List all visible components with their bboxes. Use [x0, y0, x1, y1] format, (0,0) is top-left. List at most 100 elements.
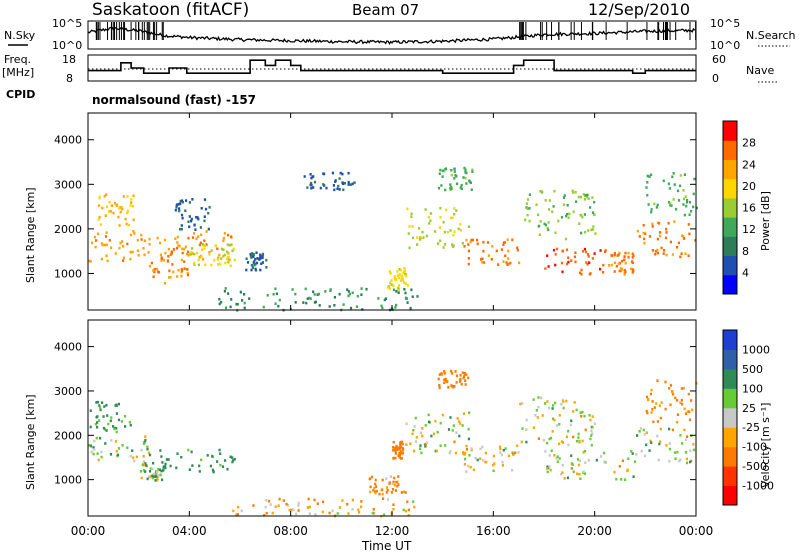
- power-cell: [174, 208, 177, 212]
- velocity-cell: [390, 491, 393, 494]
- power-cell: [631, 252, 634, 256]
- velocity-cell: [399, 443, 402, 447]
- power-cell: [259, 268, 262, 272]
- velocity-cell: [321, 510, 324, 514]
- power-cell: [152, 269, 155, 272]
- power-cell: [528, 193, 531, 196]
- velocity-cell: [278, 497, 281, 501]
- power-cell: [113, 201, 116, 205]
- power-cell: [336, 187, 339, 190]
- velocity-cell: [465, 373, 468, 376]
- velocity-cell: [117, 447, 121, 450]
- power-cell: [310, 176, 313, 180]
- power-cell: [193, 232, 196, 235]
- power-cell: [104, 214, 107, 217]
- velocity-cell: [96, 425, 99, 429]
- velocity-cell: [338, 506, 341, 509]
- power-cell: [566, 262, 569, 266]
- power-cell: [241, 299, 244, 302]
- velocity-cell: [683, 407, 686, 411]
- velocity-region-5: [368, 475, 407, 496]
- velocity-cell: [514, 451, 517, 455]
- velocity-cell: [331, 509, 334, 513]
- velocity-cell: [112, 425, 115, 428]
- velocity-cell: [133, 459, 136, 463]
- power-cell: [254, 257, 257, 261]
- power-cell: [437, 186, 441, 190]
- power-cell: [187, 220, 190, 223]
- velocity-cell: [684, 438, 688, 442]
- velocity-cell: [558, 457, 561, 460]
- velocity-cell: [306, 506, 309, 509]
- velocity-cell: [567, 443, 570, 447]
- velocity-region-9: [437, 369, 470, 390]
- velocity-cell: [176, 452, 179, 455]
- velocity-cell: [676, 399, 679, 402]
- power-cell: [618, 269, 621, 273]
- power-cell: [439, 239, 442, 243]
- velocity-cell: [398, 451, 401, 455]
- velocity-cell: [581, 439, 584, 443]
- velocity-cell: [536, 416, 539, 419]
- power-cell: [218, 302, 221, 306]
- power-cell: [434, 230, 437, 233]
- power-colorbar-tick: 12: [742, 223, 756, 236]
- power-cell: [193, 223, 196, 227]
- power-cell: [397, 291, 400, 294]
- power-cell: [578, 222, 581, 225]
- velocity-cell: [99, 436, 102, 440]
- power-colorbar-tick: 28: [742, 137, 756, 150]
- power-cell: [547, 265, 550, 268]
- power-cell: [107, 210, 111, 213]
- power-cell: [490, 258, 493, 261]
- power-cell: [656, 221, 659, 225]
- power-cell: [580, 214, 583, 217]
- power-cell: [274, 287, 277, 291]
- velocity-cell: [93, 448, 96, 451]
- velocity-cell: [115, 449, 118, 453]
- velocity-cell: [115, 430, 118, 434]
- velocity-cell: [131, 449, 134, 452]
- velocity-cell: [472, 468, 475, 472]
- velocity-cell: [132, 456, 135, 460]
- power-cell: [252, 253, 255, 256]
- power-cell: [481, 260, 484, 264]
- power-cell: [638, 235, 641, 238]
- power-cell: [347, 180, 350, 184]
- velocity-cell: [525, 418, 528, 422]
- velocity-cell: [548, 437, 551, 441]
- velocity-cell: [443, 381, 446, 384]
- velocity-cell: [555, 424, 559, 427]
- velocity-cell: [659, 427, 662, 431]
- power-cell: [193, 261, 196, 265]
- velocity-cell: [453, 440, 456, 444]
- velocity-cell: [129, 423, 132, 427]
- power-cell: [266, 294, 269, 297]
- velocity-cell: [198, 464, 201, 468]
- time-tick-label: 20:00: [577, 524, 612, 538]
- velocity-cell: [467, 427, 470, 431]
- power-cell: [451, 216, 454, 220]
- power-cell: [672, 172, 675, 175]
- velocity-cell: [553, 418, 556, 422]
- power-cell: [449, 186, 452, 190]
- power-cell: [259, 253, 262, 257]
- power-cell: [207, 227, 210, 231]
- power-cell: [646, 174, 649, 178]
- velocity-cell: [402, 508, 405, 512]
- velocity-cell: [231, 456, 234, 459]
- velocity-cell: [671, 393, 675, 396]
- velocity-cell: [458, 420, 461, 423]
- velocity-cell: [404, 509, 408, 513]
- velocity-cell: [135, 455, 138, 459]
- velocity-cell: [297, 504, 300, 507]
- power-cell: [181, 216, 184, 220]
- power-cell: [333, 296, 336, 299]
- velocity-cell: [691, 408, 694, 412]
- power-cell: [229, 264, 232, 267]
- power-cell: [540, 190, 543, 193]
- power-cell: [411, 225, 414, 228]
- power-cell: [171, 263, 174, 266]
- power-cell: [177, 268, 180, 272]
- power-cell: [105, 193, 108, 196]
